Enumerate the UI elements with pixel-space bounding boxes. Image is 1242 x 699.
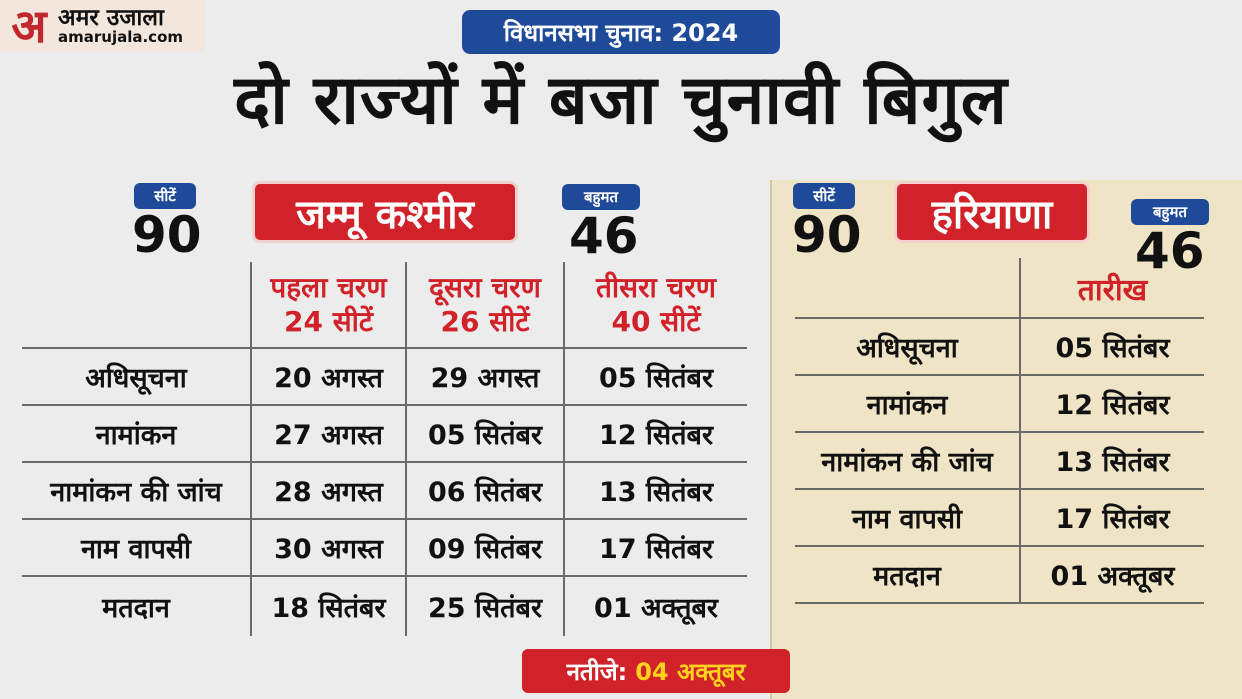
- jk-phase-2: दूसरा चरण 26 सीटें: [405, 262, 564, 348]
- table-row: नामांकन 12 सितंबर: [795, 374, 1204, 432]
- row-label: नामांकन की जांच: [795, 431, 1020, 489]
- jk-schedule-table: पहला चरण 24 सीटें दूसरा चरण 26 सीटें तीस…: [22, 262, 747, 636]
- table-row: मतदान 18 सितंबर 25 सितंबर 01 अक्तूबर: [22, 575, 747, 636]
- date-cell: 05 सितंबर: [563, 347, 747, 405]
- row-label: नामांकन: [795, 374, 1020, 432]
- logo-mark: अ: [11, 0, 47, 53]
- table-row: अधिसूचना 20 अगस्त 29 अगस्त 05 सितंबर: [22, 347, 747, 405]
- date-cell: 12 सितंबर: [1019, 374, 1204, 432]
- hr-table-header: तारीख: [795, 258, 1204, 318]
- table-row: नाम वापसी 17 सितंबर: [795, 488, 1204, 546]
- date-cell: 18 सितंबर: [250, 575, 406, 636]
- result-date: 04 अक्तूबर: [635, 657, 746, 686]
- date-cell: 20 अगस्त: [250, 347, 406, 405]
- date-cell: 17 सितंबर: [563, 518, 747, 576]
- table-row: मतदान 01 अक्तूबर: [795, 545, 1204, 604]
- date-cell: 05 सितंबर: [1019, 317, 1204, 375]
- hr-date-header: तारीख: [1019, 258, 1204, 318]
- hr-majority-label: बहुमत: [1131, 199, 1209, 225]
- jk-seats-label: सीटें: [134, 183, 196, 209]
- logo-url: amarujala.com: [58, 28, 184, 47]
- date-cell: 12 सितंबर: [563, 404, 747, 462]
- date-cell: 05 सितंबर: [405, 404, 564, 462]
- table-row: नामांकन की जांच 13 सितंबर: [795, 431, 1204, 489]
- election-tag: विधानसभा चुनाव: 2024: [462, 10, 780, 54]
- table-row: नामांकन 27 अगस्त 05 सितंबर 12 सितंबर: [22, 404, 747, 462]
- hr-schedule-table: तारीख अधिसूचना 05 सितंबर नामांकन 12 सितं…: [795, 258, 1204, 604]
- row-label: मतदान: [795, 545, 1020, 604]
- table-row: अधिसूचना 05 सितंबर: [795, 317, 1204, 375]
- date-cell: 25 सितंबर: [405, 575, 564, 636]
- row-label: मतदान: [22, 575, 251, 636]
- date-cell: 27 अगस्त: [250, 404, 406, 462]
- date-cell: 01 अक्तूबर: [563, 575, 747, 636]
- date-cell: 06 सितंबर: [405, 461, 564, 519]
- jk-table-header: पहला चरण 24 सीटें दूसरा चरण 26 सीटें तीस…: [22, 262, 747, 348]
- jk-majority-label: बहुमत: [562, 184, 640, 210]
- date-cell: 01 अक्तूबर: [1019, 545, 1204, 604]
- jk-phase-3: तीसरा चरण 40 सीटें: [563, 262, 747, 348]
- row-label: अधिसूचना: [795, 317, 1020, 375]
- table-row: नाम वापसी 30 अगस्त 09 सितंबर 17 सितंबर: [22, 518, 747, 576]
- hr-state-name: हरियाणा: [894, 181, 1090, 243]
- hr-seats-count: 90: [792, 206, 862, 264]
- hr-seats-label: सीटें: [793, 183, 855, 209]
- date-cell: 13 सितंबर: [563, 461, 747, 519]
- jk-phase-1: पहला चरण 24 सीटें: [250, 262, 406, 348]
- brand-logo: अ अमर उजाला amarujala.com: [0, 0, 205, 52]
- logo-name: अमर उजाला: [58, 5, 164, 32]
- row-label: अधिसूचना: [22, 347, 251, 405]
- hr-header-blank: [795, 258, 1020, 318]
- jk-header-blank: [22, 262, 251, 348]
- date-cell: 28 अगस्त: [250, 461, 406, 519]
- row-label: नामांकन: [22, 404, 251, 462]
- result-label: नतीजे:: [566, 657, 628, 686]
- jk-majority-count: 46: [569, 207, 639, 265]
- date-cell: 09 सितंबर: [405, 518, 564, 576]
- page-title: दो राज्यों में बजा चुनावी बिगुल: [234, 61, 1008, 140]
- date-cell: 29 अगस्त: [405, 347, 564, 405]
- row-label: नामांकन की जांच: [22, 461, 251, 519]
- table-row: नामांकन की जांच 28 अगस्त 06 सितंबर 13 सि…: [22, 461, 747, 519]
- row-label: नाम वापसी: [795, 488, 1020, 546]
- date-cell: 17 सितंबर: [1019, 488, 1204, 546]
- row-label: नाम वापसी: [22, 518, 251, 576]
- jk-seats-count: 90: [132, 206, 202, 264]
- date-cell: 13 सितंबर: [1019, 431, 1204, 489]
- result-badge: नतीजे: 04 अक्तूबर: [522, 649, 790, 693]
- date-cell: 30 अगस्त: [250, 518, 406, 576]
- jk-state-name: जम्मू कश्मीर: [252, 181, 518, 243]
